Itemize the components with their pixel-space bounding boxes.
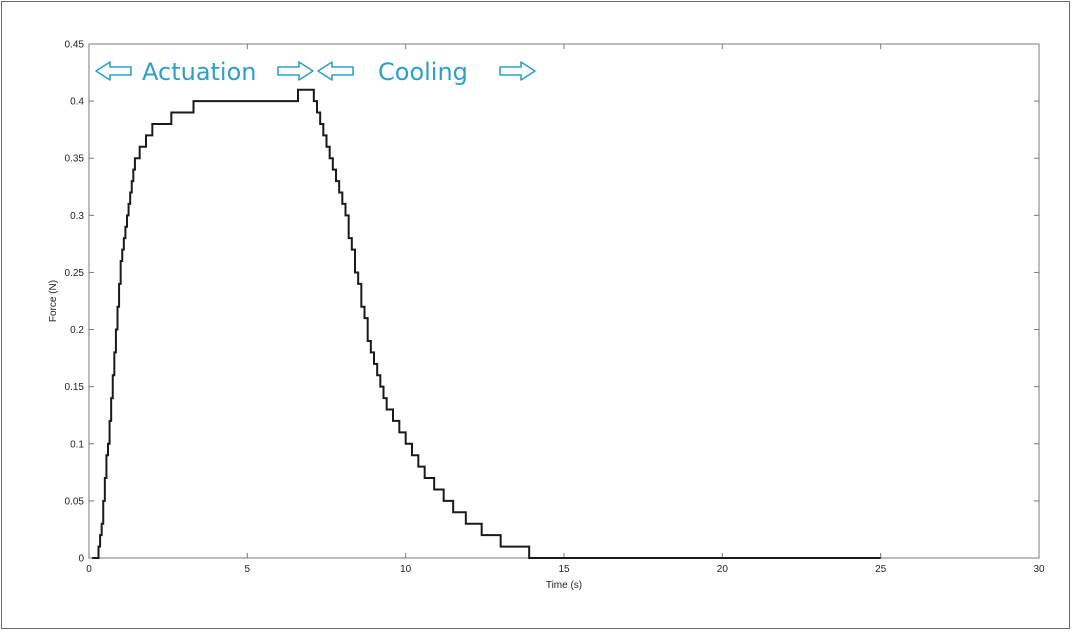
y-axis-label: Force (N) — [48, 280, 59, 322]
x-tick-label: 15 — [558, 564, 570, 575]
y-tick-label: 0.3 — [70, 211, 84, 222]
right-arrow-icon — [277, 61, 314, 81]
y-tick-label: 0.35 — [65, 154, 85, 165]
actuation-annotation: Actuation — [95, 58, 314, 86]
actuation-label: Actuation — [142, 58, 257, 86]
y-tick-label: 0.2 — [70, 325, 84, 336]
x-axis-label: Time (s) — [546, 580, 582, 591]
y-tick-label: 0.25 — [65, 268, 85, 279]
x-tick-label: 20 — [717, 564, 729, 575]
x-tick-label: 10 — [400, 564, 412, 575]
cooling-annotation: Cooling — [317, 58, 536, 86]
y-tick-label: 0.1 — [70, 439, 84, 450]
right-arrow-icon — [499, 61, 536, 81]
tick-labels: 0 5 10 15 20 25 30 0 0.05 0.1 0.15 0.2 0.25 0.3 0.35 0.… — [65, 40, 1045, 576]
left-arrow-icon — [95, 61, 132, 81]
x-tick-label: 5 — [245, 564, 251, 575]
x-tick-label: 30 — [1033, 564, 1045, 575]
plot-area — [88, 43, 1040, 559]
cooling-label: Cooling — [378, 58, 468, 86]
y-tick-label: 0.05 — [65, 496, 85, 507]
y-tick-label: 0.45 — [65, 40, 85, 51]
force-series-line — [92, 88, 881, 559]
y-tick-label: 0.4 — [70, 97, 84, 108]
x-tick-label: 25 — [875, 564, 887, 575]
left-arrow-icon — [317, 61, 354, 81]
y-tick-label: 0.15 — [65, 382, 85, 393]
y-tick-label: 0 — [78, 554, 84, 565]
x-tick-label: 0 — [86, 564, 92, 575]
